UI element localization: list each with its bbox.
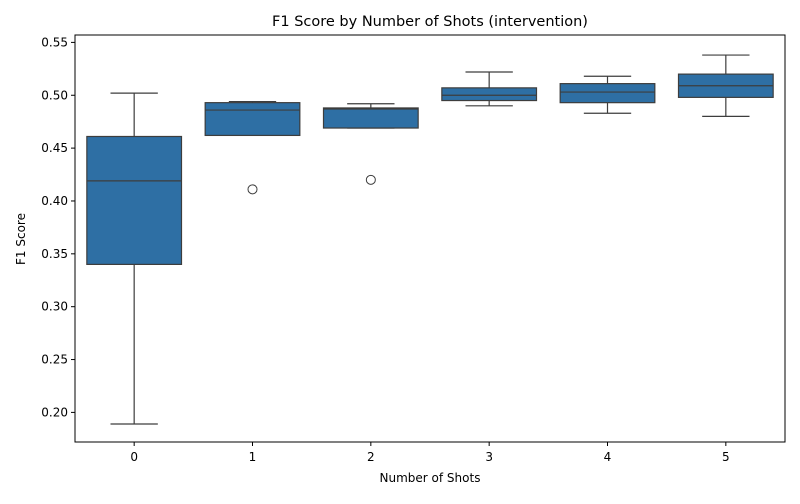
x-tick-label: 1	[249, 450, 257, 464]
plot-area: 0.20 0.25 0.30 0.35 0.40 0.45 0.50 0.55 0 1 2 3 4 5	[41, 34, 786, 464]
y-tick-label: 0.40	[41, 194, 68, 208]
y-tick-label: 0.35	[41, 247, 68, 261]
x-tick-label: 2	[367, 450, 375, 464]
y-axis-label: F1 Score	[14, 213, 28, 265]
box-iqr	[86, 135, 183, 266]
y-tick-label: 0.25	[41, 353, 68, 367]
y-tick-label: 0.55	[41, 35, 68, 49]
y-tick-label: 0.20	[41, 405, 68, 419]
y-tick-label: 0.30	[41, 300, 68, 314]
outlier-point	[365, 174, 376, 185]
x-axis-label: Number of Shots	[380, 471, 481, 485]
box-iqr	[204, 102, 301, 137]
plot-frame	[74, 34, 786, 443]
y-tick-label: 0.50	[41, 88, 68, 102]
outlier-point	[247, 184, 258, 195]
box-iqr	[559, 83, 656, 104]
x-tick-label: 5	[722, 450, 730, 464]
chart-title: F1 Score by Number of Shots (interventio…	[272, 14, 588, 30]
box-iqr	[322, 107, 419, 129]
x-tick-label: 3	[485, 450, 493, 464]
box-iqr	[441, 87, 538, 102]
x-tick-label: 0	[130, 450, 138, 464]
x-tick-label: 4	[604, 450, 612, 464]
y-tick-label: 0.45	[41, 141, 68, 155]
